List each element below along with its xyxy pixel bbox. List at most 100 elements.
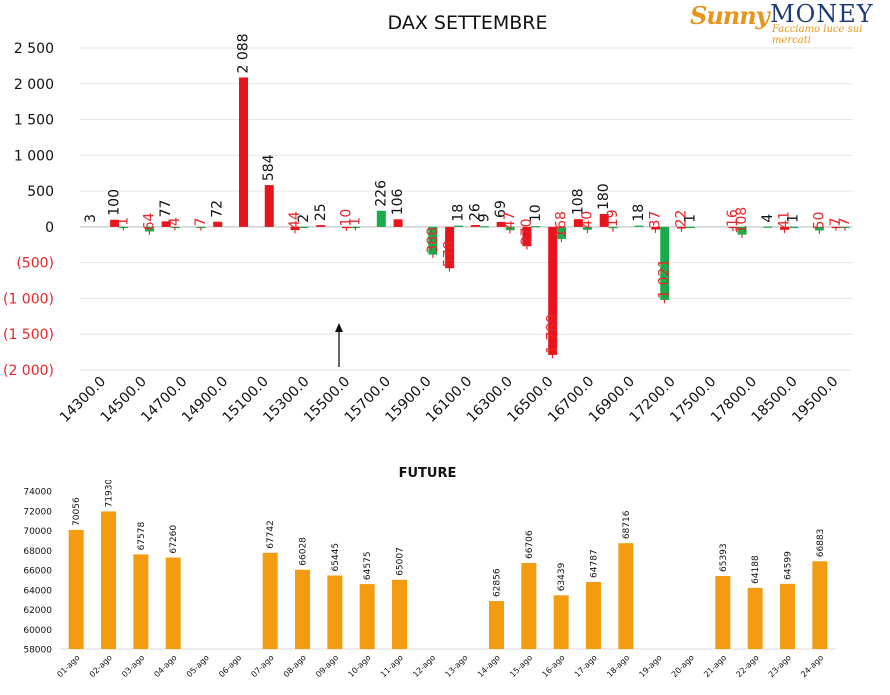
data-label: -1 — [116, 217, 132, 231]
data-label: 66706 — [525, 530, 535, 559]
bar — [812, 561, 828, 649]
y-tick-label: 58000 — [23, 646, 52, 656]
data-label: 64575 — [363, 551, 373, 580]
data-label: 67260 — [169, 525, 179, 554]
x-tick-label: 04-ago — [152, 653, 178, 679]
data-label: -37 — [648, 211, 664, 234]
data-label: 66883 — [816, 529, 826, 558]
data-label: 65445 — [331, 543, 341, 572]
y-tick-label: 70000 — [23, 527, 52, 537]
data-label: 65007 — [396, 547, 406, 576]
bar-series-1 — [110, 219, 120, 227]
bar — [715, 575, 731, 649]
x-tick-label: 11-ago — [379, 653, 405, 679]
data-label: 67578 — [137, 522, 147, 551]
data-label: 77 — [158, 200, 174, 218]
bar-series-1 — [780, 226, 790, 230]
y-tick-label: 1 000 — [14, 148, 54, 164]
bar — [262, 552, 278, 649]
y-tick-label: 68000 — [23, 547, 52, 557]
y-tick-label: 66000 — [23, 567, 52, 577]
x-tick-label: 09-ago — [314, 653, 340, 679]
bar — [101, 511, 116, 649]
bar — [133, 554, 149, 649]
data-label: -64 — [141, 213, 157, 236]
data-label: 69 — [493, 200, 509, 218]
bar-series-2 — [582, 226, 592, 230]
logo-tagline: Facciamo luce sui mercati — [772, 24, 863, 46]
bar-series-2 — [505, 226, 515, 231]
data-label: 584 — [261, 154, 277, 181]
chart-title-future: FUTURE — [398, 466, 457, 481]
x-tick-label: 01-ago — [55, 653, 81, 679]
data-label: 72 — [210, 200, 226, 218]
y-tick-label: (500) — [16, 256, 54, 272]
x-tick-label: 02-ago — [88, 653, 114, 679]
bar-series-2 — [789, 226, 799, 229]
data-label: 26 — [467, 203, 483, 221]
x-tick-label: 08-ago — [282, 653, 308, 679]
y-tick-label: 500 — [27, 184, 54, 200]
chart-title-dax: DAX SETTEMBRE — [387, 12, 548, 34]
y-tick-label: (1 000) — [3, 291, 54, 307]
y-tick-label: 1 500 — [14, 113, 54, 129]
data-label: 10 — [528, 204, 544, 222]
x-tick-label: 14-ago — [476, 653, 502, 679]
bar-series-2 — [814, 226, 824, 231]
data-label: 66028 — [299, 537, 309, 566]
dax-chart: 2 500 2 000 1 500 1 000 500 0 (500) (1 000) (1 5… — [3, 33, 853, 425]
bar-series-2 — [763, 226, 773, 228]
data-label: -388 — [425, 227, 441, 259]
data-label: 2 — [296, 214, 312, 223]
bar — [295, 569, 310, 649]
data-label: 70056 — [72, 497, 82, 526]
x-tick-label: 10-ago — [346, 653, 372, 679]
future-chart: 74000 72000 70000 68000 66000 64000 62000 60000… — [23, 480, 836, 679]
bar — [489, 601, 504, 649]
bar-series-2 — [479, 226, 489, 228]
bar-series-2 — [144, 226, 154, 232]
x-tick-label: 22-ago — [734, 653, 760, 679]
bar — [521, 563, 537, 649]
data-label: 25 — [313, 203, 329, 221]
data-label: -578 — [442, 240, 458, 272]
x-tick-label: 23-ago — [767, 653, 793, 679]
bar-series-1 — [677, 226, 687, 229]
bar-series-2 — [737, 226, 747, 235]
x-tick-label: 07-ago — [249, 653, 275, 679]
bar-series-2 — [454, 225, 464, 227]
bar — [553, 595, 569, 649]
bar-series-2 — [531, 226, 541, 228]
bar-series-1 — [316, 225, 326, 227]
bar-series-2 — [608, 226, 618, 229]
bar-series-1 — [393, 219, 403, 227]
y-tick-label: 72000 — [23, 507, 52, 517]
y-tick-label: (2 000) — [3, 363, 54, 379]
data-label: 63439 — [557, 562, 567, 591]
data-label: 100 — [107, 189, 123, 216]
bar-series-1 — [573, 219, 583, 227]
data-label: -44 — [287, 211, 303, 234]
bar — [618, 543, 634, 649]
logo-brand-second: MONEY — [770, 0, 874, 28]
x-tick-label: 03-ago — [120, 653, 146, 679]
bar-series-2 — [119, 226, 129, 229]
bar-series-1 — [548, 226, 558, 355]
bar-series-2 — [351, 226, 361, 229]
data-label: 64787 — [590, 549, 600, 578]
y-tick-label: (1 500) — [3, 327, 54, 343]
logo-brand-first: Sunny — [690, 1, 770, 30]
data-label: -1 789 — [545, 314, 561, 359]
data-label: -168 — [554, 211, 570, 243]
data-label: -47 — [502, 211, 518, 234]
bar — [747, 587, 763, 649]
data-label: 1 — [786, 214, 802, 223]
bar-series-1 — [599, 214, 609, 227]
data-label: -41 — [777, 211, 793, 234]
x-tick-label: 13-ago — [443, 653, 469, 679]
bar-series-1 — [445, 226, 455, 269]
data-label: 4 — [760, 214, 776, 223]
data-label: 18 — [451, 204, 467, 222]
x-tick-label: 20-ago — [670, 653, 696, 679]
